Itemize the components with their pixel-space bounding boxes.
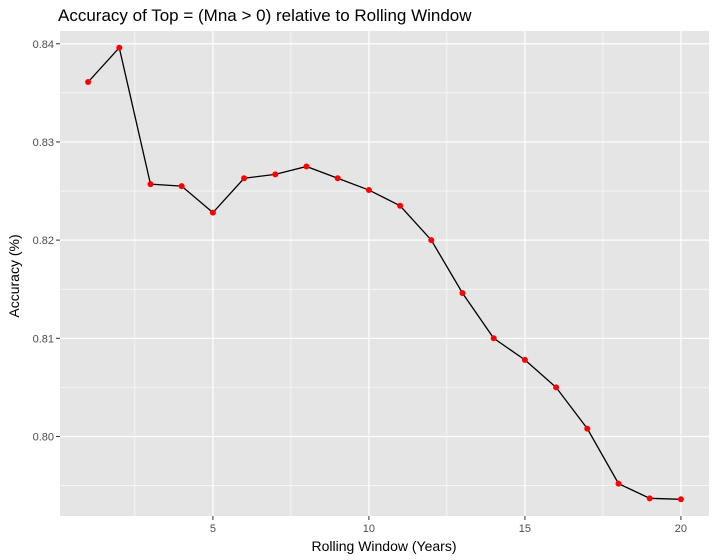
data-point [677, 496, 684, 503]
data-point [147, 181, 154, 188]
data-point [459, 290, 466, 297]
data-point [116, 44, 123, 51]
data-point [209, 209, 216, 216]
data-point [303, 163, 310, 170]
y-tick-label: 0.82 [33, 235, 54, 247]
x-tick-label: 20 [675, 523, 687, 535]
data-point [584, 425, 591, 432]
y-tick-label: 0.80 [33, 431, 54, 443]
data-point [85, 79, 92, 86]
data-point [397, 202, 404, 209]
y-tick-label: 0.83 [33, 137, 54, 149]
series-layer [85, 44, 684, 503]
data-point [615, 480, 622, 487]
major-gridlines [60, 31, 709, 516]
data-point [553, 384, 560, 391]
data-point [365, 187, 372, 194]
x-tick-label: 10 [363, 523, 375, 535]
data-point [521, 356, 528, 363]
data-point [334, 175, 341, 182]
data-point [428, 237, 435, 244]
minor-gridlines [60, 31, 709, 516]
x-axis-ticks: 5 10 15 20 [210, 516, 687, 535]
data-point [490, 335, 497, 342]
data-point [646, 495, 653, 502]
y-axis-ticks: 0.80 0.81 0.82 0.83 0.84 [33, 39, 60, 443]
plot-panel [60, 31, 709, 516]
y-tick-label: 0.84 [33, 39, 54, 51]
x-tick-label: 5 [210, 523, 216, 535]
x-axis-title: Rolling Window (Years) [312, 538, 457, 554]
x-tick-label: 15 [519, 523, 531, 535]
y-tick-label: 0.81 [33, 333, 54, 345]
data-point [178, 183, 185, 190]
data-point [272, 171, 279, 178]
chart-title: Accuracy of Top = (Mna > 0) relative to … [58, 6, 472, 25]
y-axis-title: Accuracy (%) [6, 234, 22, 317]
series-line [87, 46, 681, 500]
data-point [241, 175, 248, 182]
